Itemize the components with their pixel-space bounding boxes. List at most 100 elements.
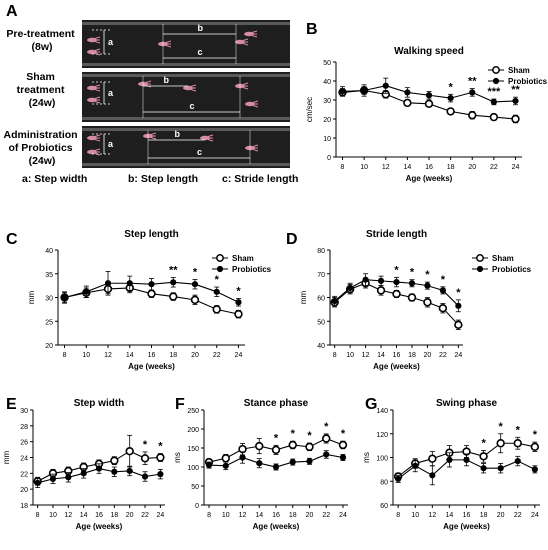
panel-a: A Pre-treatment (8w) Sham treatment (24w… [3,3,298,185]
legend-marker [493,78,498,83]
data-point [362,88,367,93]
x-tick-label: 14 [446,512,454,519]
walkway-rail [82,74,290,77]
data-point [413,463,418,468]
data-point [340,89,345,94]
x-tick-label: 18 [447,164,455,171]
chart-title: Step length [124,229,178,240]
walkway-image [82,72,290,122]
chart-title: Walking speed [394,46,464,57]
significance-mark: * [533,429,538,441]
y-tick-label: 24 [20,456,28,463]
data-point [363,277,368,282]
row-label-line: of Probiotics [8,142,72,154]
data-point [289,442,296,449]
row-label-probiotics: Administration of Probiotics (24w) [3,129,80,167]
data-point [456,303,461,308]
mark-c: c [198,47,203,57]
data-point [127,281,132,286]
data-point [424,299,431,306]
x-tick-label: 22 [490,164,498,171]
x-tick-label: 24 [531,512,539,519]
data-point [383,83,388,88]
y-tick-label: 120 [376,432,388,439]
data-point [257,461,262,466]
data-point [394,279,399,284]
legend: Sham Probiotics [488,66,548,86]
x-tick-label: 16 [272,512,280,519]
x-tick-label: 18 [169,352,177,359]
y-tick-label: 70 [317,272,325,279]
data-point [142,474,147,479]
data-point [378,287,385,294]
data-point [404,99,411,106]
significance-mark: ** [169,265,178,277]
significance-mark: * [236,285,241,297]
data-point [148,290,155,297]
data-point [439,305,446,312]
data-point [105,281,110,286]
x-tick-label: 14 [377,352,385,359]
x-tick-label: 22 [213,352,221,359]
x-axis-label: Age (weeks) [406,174,453,183]
row-label-sham-treatment: Sham treatment (24w) [17,71,68,109]
y-tick-label: 60 [380,503,388,510]
data-point [273,447,280,454]
x-tick-label: 10 [346,352,354,359]
y-tick-label: 20 [20,487,28,494]
legend-stride-length: c: Stride length [222,173,298,185]
legend-marker [493,67,499,73]
row-label-line: treatment [17,84,65,96]
significance-mark: * [307,430,312,442]
significance-mark: * [274,432,279,444]
data-point [531,443,538,450]
y-tick-label: 18 [20,503,28,510]
x-tick-label: 8 [341,164,345,171]
y-axis-label: mm [2,451,11,465]
y-tick-label: 26 [20,440,28,447]
legend-label: Sham [508,66,530,75]
data-point [464,457,469,462]
data-point [111,457,118,464]
significance-mark: * [499,421,504,433]
legend-label: Sham [492,254,514,263]
panel-a-letter: A [6,3,18,20]
x-axis-label: Age (weeks) [373,362,420,371]
data-point [157,454,164,461]
data-point [323,435,330,442]
data-point [480,453,487,460]
chart-d: D Stride length40506070808 10 12 14 16 18 20 22 2… [286,229,532,371]
data-point [112,469,117,474]
chart-b: BWalking speed010203040508 10 12 14 16 18 20 22… [305,21,548,183]
x-tick-label: 20 [126,512,134,519]
y-tick-label: 50 [191,484,199,491]
x-axis-label: Age (weeks) [253,522,300,531]
legend: Sham Probiotics [472,254,532,274]
walkway-image [82,126,290,168]
y-tick-label: 0 [195,503,199,510]
chart-e: E Step width182022242628308 10 12 14 16 18 20 22… [2,396,165,531]
data-point [35,480,40,485]
x-tick-label: 22 [514,512,522,519]
significance-mark: * [394,264,399,276]
x-tick-label: 16 [148,352,156,359]
y-tick-label: 22 [20,471,28,478]
data-point [332,298,337,303]
y-tick-label: 10 [323,136,331,143]
panel-letter: E [6,396,17,413]
row-label-line: (24w) [29,155,56,167]
y-tick-label: 40 [317,343,325,350]
mark-b: b [164,75,170,85]
data-point [447,457,452,462]
data-point [448,96,453,101]
walkway-row: a b c [82,126,290,168]
walkway-image [82,20,290,68]
data-point [158,472,163,477]
x-tick-label: 20 [497,512,505,519]
data-point [81,471,86,476]
x-tick-label: 14 [126,352,134,359]
data-point [273,464,278,469]
y-tick-label: 30 [323,98,331,105]
series-probiotics [396,453,538,485]
